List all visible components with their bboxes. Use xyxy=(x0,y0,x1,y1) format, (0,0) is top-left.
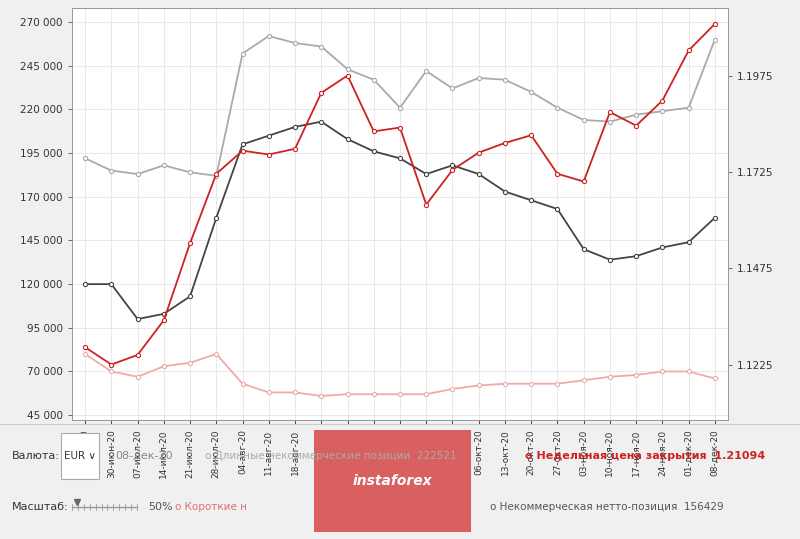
FancyBboxPatch shape xyxy=(314,430,471,532)
Text: 50%: 50% xyxy=(148,502,173,512)
FancyBboxPatch shape xyxy=(61,432,99,479)
Text: о Недельная цена закрытия  1.21094: о Недельная цена закрытия 1.21094 xyxy=(525,451,766,460)
Text: instaforex: instaforex xyxy=(353,474,432,488)
Text: о Длинные некоммерческие позиции  222521: о Длинные некоммерческие позиции 222521 xyxy=(205,451,457,461)
Text: 08-дек-20: 08-дек-20 xyxy=(115,451,173,460)
Text: о Некоммерческая нетто-позиция  156429: о Некоммерческая нетто-позиция 156429 xyxy=(490,502,724,512)
Text: Масштаб:: Масштаб: xyxy=(12,502,69,512)
Text: EUR ∨: EUR ∨ xyxy=(64,451,96,460)
Text: о Короткие н: о Короткие н xyxy=(175,502,247,512)
Text: Валюта:: Валюта: xyxy=(12,451,60,460)
